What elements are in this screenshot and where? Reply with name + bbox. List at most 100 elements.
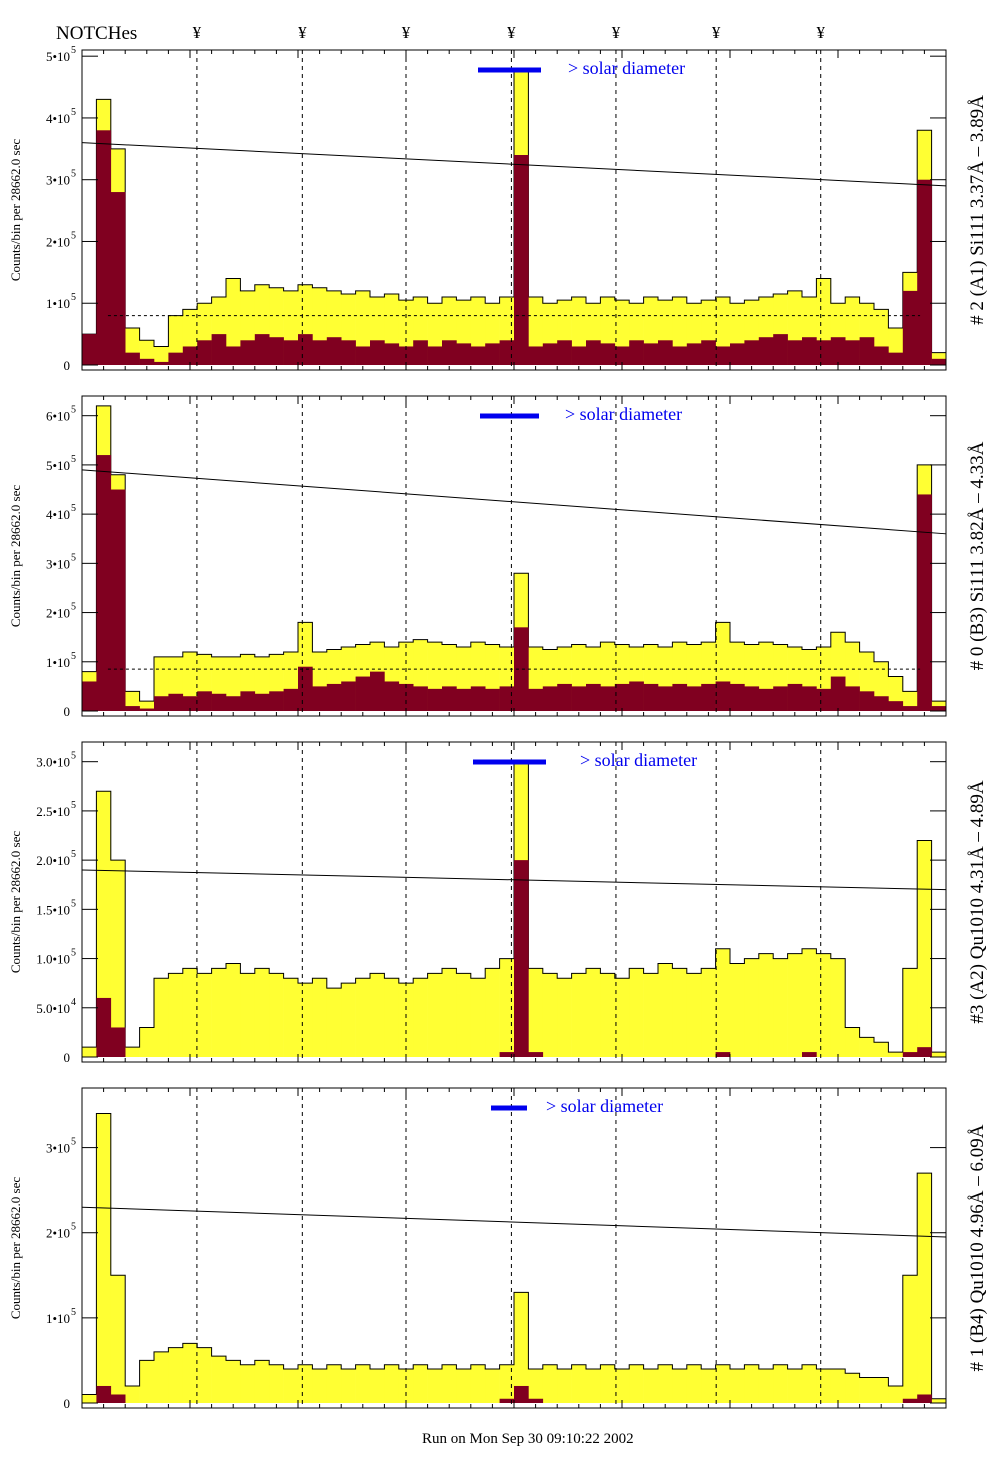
total-count-bar xyxy=(730,963,745,1057)
peak-count-bar xyxy=(730,683,745,711)
total-count-bar xyxy=(744,1364,760,1403)
total-count-bar xyxy=(686,1364,702,1403)
notch-marker: ¥ xyxy=(193,23,202,42)
peak-count-bar xyxy=(514,627,529,711)
total-count-bar xyxy=(888,1385,904,1403)
peak-count-bar xyxy=(154,361,169,365)
total-count-bar xyxy=(643,1368,659,1403)
y-tick-label: 3.0•10 xyxy=(36,755,70,770)
peak-count-bar xyxy=(888,352,904,365)
peak-count-bar xyxy=(658,340,673,365)
y-tick-exponent: 5 xyxy=(71,454,76,465)
peak-count-bar xyxy=(715,1052,731,1057)
peak-count-bar xyxy=(168,352,184,365)
y-tick-label: 3•10 xyxy=(46,556,70,571)
total-count-bar xyxy=(758,1368,774,1403)
peak-count-bar xyxy=(686,686,702,711)
total-count-bar xyxy=(614,978,630,1057)
total-count-bar xyxy=(442,1364,457,1403)
y-tick-exponent: 5 xyxy=(71,1307,76,1318)
total-count-bar xyxy=(528,968,544,1057)
peak-count-bar xyxy=(802,686,817,711)
peak-count-bar xyxy=(499,1398,515,1403)
peak-count-bar xyxy=(312,686,328,711)
total-count-bar xyxy=(614,1368,630,1403)
total-count-bar xyxy=(269,973,284,1057)
notch-marker: ¥ xyxy=(402,23,411,42)
notch-markers: ¥ ¥ ¥ ¥ ¥ ¥ ¥ xyxy=(193,23,826,42)
peak-count-bar xyxy=(384,343,400,365)
run-timestamp: Run on Mon Sep 30 09:10:22 2002 xyxy=(422,1431,634,1447)
total-count-bar xyxy=(816,1368,832,1403)
peak-count-bar xyxy=(672,683,688,711)
peak-count-bar xyxy=(758,337,774,365)
peak-count-bar xyxy=(470,686,486,711)
peak-count-bar xyxy=(110,192,126,365)
total-count-bar xyxy=(470,978,486,1057)
peak-count-bar xyxy=(701,683,716,711)
peak-count-bar xyxy=(715,681,731,711)
peak-count-bar xyxy=(240,340,256,365)
peak-count-bar xyxy=(586,683,601,711)
total-count-outline xyxy=(81,405,947,711)
total-count-bar xyxy=(298,983,313,1057)
total-count-bar xyxy=(254,968,270,1057)
total-count-bar xyxy=(442,968,457,1057)
y-tick-exponent: 5 xyxy=(71,800,76,811)
peak-count-bar xyxy=(197,340,212,365)
peak-count-bar xyxy=(701,340,716,365)
total-count-bar xyxy=(240,973,256,1057)
y-tick-label: 2.5•10 xyxy=(36,804,70,819)
peak-count-bar xyxy=(485,688,500,711)
peak-count-bar xyxy=(514,860,529,1057)
total-count-bar xyxy=(744,958,760,1057)
y-tick-exponent: 4 xyxy=(71,997,76,1008)
total-count-bar xyxy=(341,1368,356,1403)
peak-count-bar xyxy=(802,1052,817,1057)
peak-count-bar xyxy=(643,343,659,365)
total-count-bar xyxy=(456,1368,472,1403)
peak-count-bar xyxy=(715,346,731,365)
total-count-bar xyxy=(629,1364,644,1403)
y-tick-exponent: 5 xyxy=(71,405,76,416)
peak-count-bar xyxy=(110,489,126,711)
peak-count-bar xyxy=(557,340,572,365)
panel-3: 05.0•10 41.0•10 51.5•10 52.0•10 52.5•10 53.0•… xyxy=(8,741,988,1065)
peak-count-bar xyxy=(326,337,342,365)
y-tick-exponent: 5 xyxy=(71,751,76,762)
y-tick-label: 2•10 xyxy=(46,606,70,621)
y-tick-exponent: 5 xyxy=(71,552,76,563)
total-count-bar xyxy=(816,953,832,1057)
total-count-bar xyxy=(341,983,356,1057)
total-count-bar xyxy=(82,1047,97,1057)
total-count-bar xyxy=(413,978,428,1057)
peak-count-bar xyxy=(542,343,558,365)
total-count-bar xyxy=(658,1364,673,1403)
peak-count-bar xyxy=(874,346,889,365)
y-tick-label: 5.0•10 xyxy=(36,1001,70,1016)
total-count-bar xyxy=(139,1360,155,1403)
peak-count-bar xyxy=(139,708,155,711)
peak-count-bar xyxy=(528,1398,544,1403)
peak-count-bar xyxy=(254,334,270,365)
y-tick-exponent: 5 xyxy=(71,45,76,56)
total-count-bar xyxy=(874,1377,889,1403)
y-tick-exponent: 5 xyxy=(71,651,76,662)
y-tick-label: 1•10 xyxy=(46,655,70,670)
y-axis-label: Counts/bin per 28662.0 sec xyxy=(8,485,23,627)
peak-count-bar xyxy=(614,683,630,711)
peak-count-bar xyxy=(859,337,875,365)
total-count-bar xyxy=(845,1373,860,1403)
peak-count-bar xyxy=(442,686,457,711)
total-count-bar xyxy=(139,701,155,711)
total-count-bar xyxy=(182,968,198,1057)
total-count-bar xyxy=(154,1351,169,1403)
peak-count-bar xyxy=(830,337,846,365)
peak-count-bar xyxy=(355,676,371,711)
peak-count-bar xyxy=(182,346,198,365)
peak-count-bar xyxy=(816,340,832,365)
peak-count-bar xyxy=(557,683,572,711)
total-count-bar xyxy=(931,1398,947,1403)
y-tick-exponent: 5 xyxy=(71,602,76,613)
